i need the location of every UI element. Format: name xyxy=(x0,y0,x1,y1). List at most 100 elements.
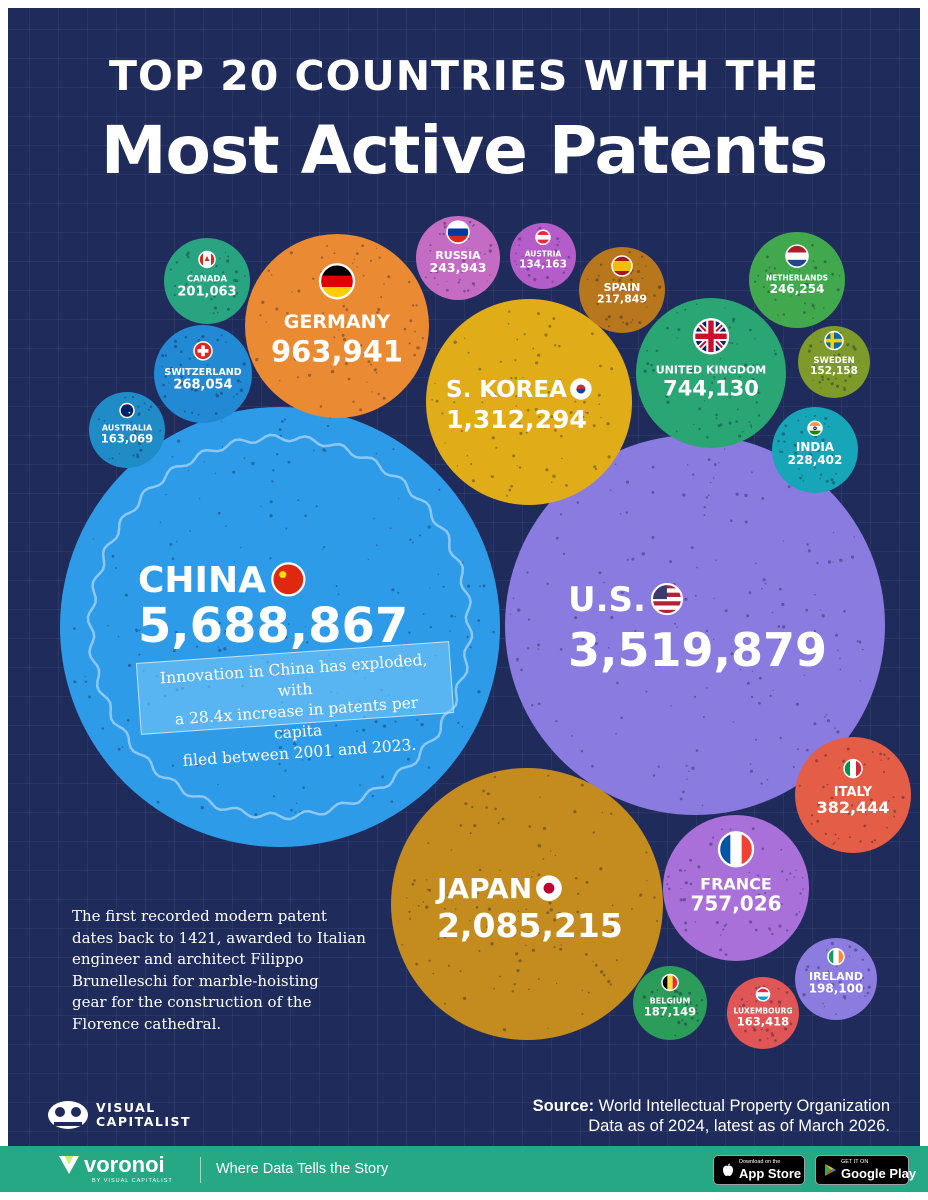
bubble-circle xyxy=(164,238,250,324)
belgium-flag-icon xyxy=(662,974,678,991)
bubble-value-japan: 2,085,215 xyxy=(437,906,623,945)
bubble-circle xyxy=(245,234,429,418)
bubble-value-luxembourg: 163,418 xyxy=(737,1015,789,1029)
bubble-label-russia: RUSSIA xyxy=(435,249,481,262)
vc-line-1: VISUAL xyxy=(96,1100,156,1115)
bubble-value-ireland: 198,100 xyxy=(809,982,864,996)
bubble-circle xyxy=(579,247,665,333)
bubble-label-ireland: IRELAND xyxy=(809,970,863,983)
bubble-label-netherlands: NETHERLANDS xyxy=(766,274,828,283)
bubble-texture xyxy=(161,334,246,416)
bubble-value-netherlands: 246,254 xyxy=(770,282,825,296)
netherlands-flag-icon xyxy=(786,245,808,268)
bubble-value-china: 5,688,867 xyxy=(138,598,408,654)
visual-capitalist-wordmark: VISUAL CAPITALIST xyxy=(96,1101,191,1129)
india-flag-icon xyxy=(808,421,822,436)
bubble-circle xyxy=(749,232,845,328)
source-text: World Intellectual Property Organization xyxy=(594,1097,890,1115)
history-fact: The first recorded modern patent dates b… xyxy=(72,906,392,1035)
bubble-label-belgium: BELGIUM xyxy=(650,997,691,1006)
bubble-value-united-kingdom: 744,130 xyxy=(663,377,759,401)
sweden-flag-icon xyxy=(825,331,843,350)
source-note: Source: World Intellectual Property Orga… xyxy=(533,1096,890,1136)
bubble-label-luxembourg: LUXEMBOURG xyxy=(733,1007,792,1016)
bubble-value-belgium: 187,149 xyxy=(644,1005,696,1019)
bubble-label-s-korea: S. KOREA xyxy=(446,377,567,403)
google-play-button[interactable]: GET IT ON Google Play xyxy=(815,1155,916,1185)
bubble-circle xyxy=(154,325,252,423)
bubble-circle xyxy=(795,938,877,1020)
spain-flag-icon xyxy=(612,256,632,276)
bubble-value-spain: 217,849 xyxy=(597,293,647,306)
google-play-small-text: GET IT ON xyxy=(841,1159,869,1165)
bubble-texture xyxy=(509,442,864,807)
voronoi-wordmark[interactable]: voronoi xyxy=(84,1152,165,1177)
germany-flag-icon xyxy=(320,264,354,299)
source-line-2: Data as of 2024, latest as of March 2026… xyxy=(588,1117,890,1135)
bubble-value-france: 757,026 xyxy=(690,891,781,915)
bubble-label-united-kingdom: UNITED KINGDOM xyxy=(656,364,767,377)
title-line-1: TOP 20 COUNTRIES WITH THE xyxy=(109,52,819,100)
footer-divider xyxy=(200,1157,201,1183)
title-line-2: Most Active Patents xyxy=(100,112,828,189)
bubble-label-australia: AUSTRALIA xyxy=(102,424,153,433)
italy-flag-icon xyxy=(844,759,862,778)
fact-line-1: The first recorded modern patent xyxy=(72,907,327,925)
bubble-circle xyxy=(663,815,809,961)
bubble-value-india: 228,402 xyxy=(788,453,843,467)
bubble-label-japan: JAPAN xyxy=(435,872,532,905)
google-play-label: Google Play xyxy=(841,1166,917,1181)
korea-flag-icon xyxy=(570,378,591,399)
bubble-circle xyxy=(636,298,786,448)
bubble-label-italy: ITALY xyxy=(834,785,873,800)
bubble-circle xyxy=(505,435,885,815)
bubble-circle xyxy=(795,737,911,853)
bubble-value-canada: 201,063 xyxy=(177,284,236,299)
voronoi-subtitle: BY VISUAL CAPITALIST xyxy=(92,1178,173,1184)
frame-right xyxy=(920,0,928,1200)
bubble-label-india: INDIA xyxy=(796,440,835,454)
bubble-value-russia: 243,943 xyxy=(430,260,487,275)
bubble-texture xyxy=(431,310,614,497)
bubble-value-sweden: 152,158 xyxy=(810,365,858,377)
voronoi-logo-icon[interactable] xyxy=(56,1152,82,1178)
bubble-texture xyxy=(643,303,777,439)
bubble-value-switzerland: 268,054 xyxy=(173,377,232,392)
austria-flag-icon xyxy=(536,230,550,245)
frame-bottom xyxy=(0,1192,928,1200)
fact-line-3: engineer and architect Filippo xyxy=(72,950,304,968)
bubble-texture xyxy=(514,227,571,283)
bubble-texture xyxy=(807,331,860,391)
bubble-circle xyxy=(798,326,870,398)
bubble-value-s-korea: 1,312,294 xyxy=(446,405,587,434)
bubble-value-germany: 963,941 xyxy=(271,334,403,368)
app-store-small-text: Download on the xyxy=(739,1159,781,1165)
luxembourg-flag-icon xyxy=(756,987,770,1001)
france-flag-icon xyxy=(719,832,753,867)
source-label: Source: xyxy=(532,1097,595,1115)
frame-left xyxy=(0,0,8,1200)
app-store-button[interactable]: Download on the App Store xyxy=(713,1155,805,1185)
ireland-flag-icon xyxy=(828,948,844,965)
switzerland-flag-icon xyxy=(194,341,212,360)
bubble-circle xyxy=(510,223,576,289)
bubble-circle xyxy=(426,299,632,505)
fact-line-6: Florence cathedral. xyxy=(72,1014,222,1033)
bubble-label-china: CHINA xyxy=(138,560,266,601)
bubble-texture xyxy=(642,980,704,1037)
